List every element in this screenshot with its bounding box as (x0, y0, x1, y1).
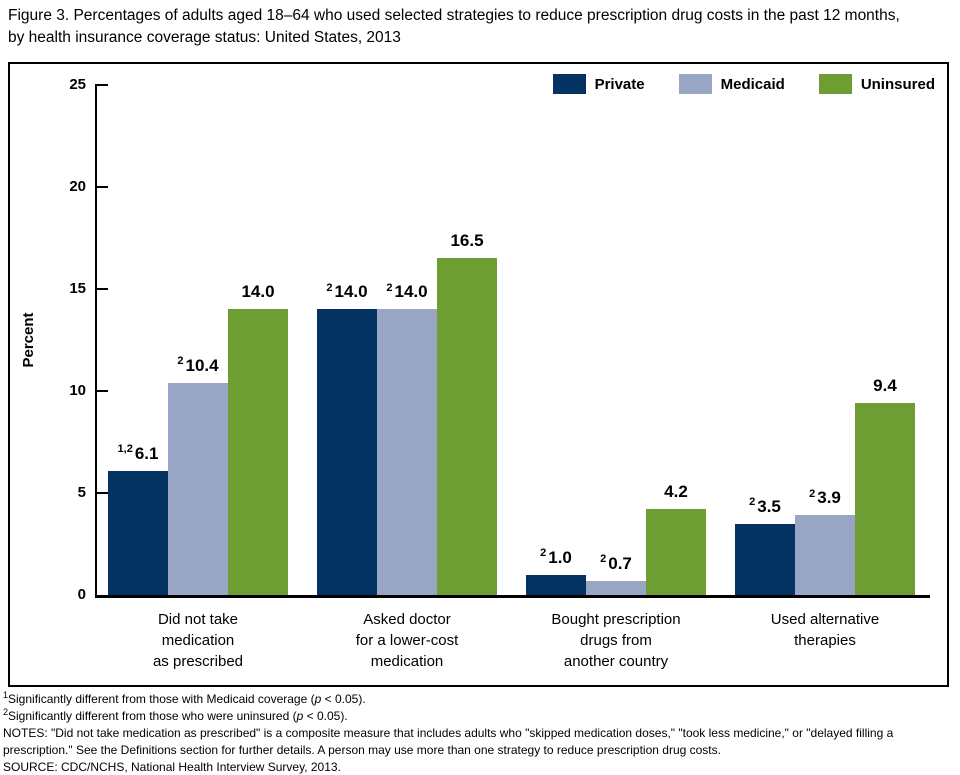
y-tick-mark (95, 84, 108, 86)
significance-marker: 2 (386, 281, 393, 294)
bar-value-label: 2 1.0 (540, 546, 572, 567)
significance-marker: 2 (809, 487, 816, 500)
significance-marker: 2 (749, 495, 756, 508)
x-axis-line (95, 595, 930, 598)
significance-marker: 1,2 (117, 442, 133, 455)
footnote-1: 1Significantly different from those with… (3, 691, 957, 708)
bar-value-label: 14.0 (241, 282, 275, 302)
footnotes: 1Significantly different from those with… (3, 691, 957, 775)
y-tick-label: 10 (69, 382, 86, 399)
bar-value-label: 1,2 6.1 (117, 442, 159, 463)
footnote-2-text: Significantly different from those who w… (8, 709, 297, 723)
y-tick-mark (95, 186, 108, 188)
y-tick-label: 15 (69, 280, 86, 297)
bar-uninsured-1 (437, 258, 497, 595)
y-tick-label: 0 (77, 586, 86, 603)
category-label-2: Bought prescription drugs from another cou… (551, 611, 681, 670)
bar-value-label: 2 3.5 (749, 495, 781, 516)
y-tick-label: 5 (77, 484, 86, 501)
figure-title: Figure 3. Percentages of adults aged 18–… (8, 7, 900, 46)
bar-medicaid-2 (586, 580, 646, 595)
significance-marker: 2 (600, 553, 607, 566)
bar-value-label: 2 0.7 (600, 553, 632, 573)
bar-value-label: 16.5 (450, 231, 484, 251)
bar-medicaid-1 (377, 309, 437, 595)
y-axis-title: Percent (20, 312, 37, 368)
source-line: SOURCE: CDC/NCHS, National Health Interv… (3, 760, 341, 774)
bar-private-0 (108, 470, 168, 595)
footnote-2-pvar: p (296, 709, 304, 723)
legend-label: Medicaid (720, 75, 785, 93)
bar-uninsured-3 (855, 403, 915, 595)
bar-private-2 (526, 574, 586, 595)
footnote-1-tail: < 0.05). (321, 692, 366, 706)
legend-swatch-icon (818, 74, 852, 94)
footnote-1-text: Significantly different from those with … (8, 692, 315, 706)
y-tick-mark (95, 492, 108, 494)
category-label-1: Asked doctor for a lower-cost medication (355, 611, 459, 670)
bar-medicaid-0 (168, 382, 228, 595)
bar-value-label: 4.2 (664, 482, 688, 502)
footnote-1-pvar: p (314, 692, 322, 706)
y-axis-line (95, 85, 97, 595)
legend-label: Uninsured (860, 75, 935, 93)
legend-swatch-icon (552, 74, 586, 94)
y-tick-label: 20 (69, 178, 86, 195)
bar-uninsured-2 (646, 509, 706, 595)
bar-value-label: 2 10.4 (177, 355, 219, 375)
notes-line: NOTES: "Did not take medication as presc… (3, 726, 894, 757)
bar-private-1 (317, 309, 377, 595)
y-tick-mark (95, 390, 108, 392)
significance-marker: 2 (326, 281, 333, 294)
y-tick-label: 25 (69, 76, 86, 93)
legend-item-uninsured: Uninsured (818, 74, 935, 94)
bar-value-label: 9.4 (873, 376, 897, 396)
legend-swatch-icon (678, 74, 712, 94)
category-label-3: Used alternative therapies (770, 611, 880, 649)
bar-private-3 (735, 523, 795, 595)
chart-area: Private Medicaid Uninsured 1,2 6.1 2 14.0 2 1.0… (8, 62, 949, 687)
footnote-2: 2Significantly different from those who … (3, 708, 957, 725)
category-label-0: Did not take medication as prescribed (152, 611, 244, 670)
y-tick-mark (95, 288, 108, 290)
significance-marker: 2 (177, 355, 184, 368)
legend-label: Private (594, 75, 645, 93)
legend-item-private: Private (552, 74, 645, 94)
footnote-2-tail: < 0.05). (303, 709, 348, 723)
bar-value-label: 2 14.0 (386, 281, 428, 302)
footnote-1-marker: 1 (3, 690, 9, 700)
bar-uninsured-0 (228, 309, 288, 595)
significance-marker: 2 (540, 546, 547, 559)
bar-value-label: 2 3.9 (809, 487, 841, 508)
legend-item-medicaid: Medicaid (678, 74, 785, 94)
legend: Private Medicaid Uninsured (552, 74, 935, 94)
bar-medicaid-3 (795, 515, 855, 595)
bar-value-label: 2 14.0 (326, 281, 368, 302)
footnote-2-marker: 2 (3, 707, 9, 717)
